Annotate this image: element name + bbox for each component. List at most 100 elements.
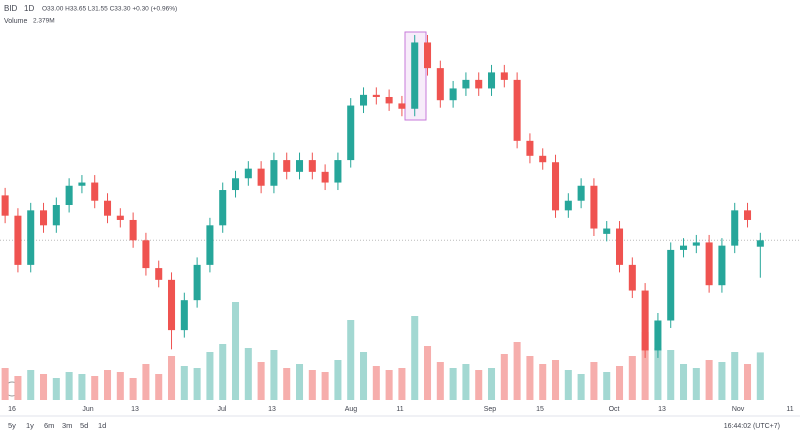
volume-bar <box>731 352 739 400</box>
range-button[interactable]: 6m <box>44 421 54 430</box>
volume-bar <box>27 370 35 400</box>
volume-bar <box>168 356 176 400</box>
candle-body <box>52 205 60 226</box>
candle-body <box>142 240 150 269</box>
x-tick-label: 13 <box>268 406 276 413</box>
candle-body <box>321 171 329 183</box>
range-button[interactable]: 5y <box>8 421 16 430</box>
candle-body <box>14 215 22 265</box>
candle-body <box>65 185 73 205</box>
candle-body <box>564 200 572 211</box>
candle-body <box>449 88 457 101</box>
candle-body <box>296 160 304 172</box>
x-tick-label: Nov <box>732 406 745 413</box>
candle-body <box>641 290 649 351</box>
candle-body <box>731 210 739 246</box>
x-tick-label: 11 <box>786 406 793 413</box>
range-button[interactable]: 5d <box>80 421 88 430</box>
volume-bar <box>14 376 22 400</box>
candle-body <box>628 264 636 291</box>
volume-bar <box>129 378 137 400</box>
x-tick-label: 13 <box>658 406 666 413</box>
candle-body <box>385 96 393 104</box>
volume-bar <box>539 364 547 400</box>
volume-bar <box>488 368 496 400</box>
x-tick-label: 15 <box>536 406 544 413</box>
volume-value: 2.379M <box>33 18 55 25</box>
volume-bar <box>206 352 214 400</box>
x-tick-label: 16 <box>8 406 16 413</box>
candle-body <box>744 210 752 220</box>
volume-bar <box>219 344 227 400</box>
candle-body <box>500 72 508 80</box>
candle-body <box>475 79 483 89</box>
volume-bar <box>296 364 304 400</box>
volume-bar <box>244 348 252 400</box>
candle-body <box>705 242 713 286</box>
range-button[interactable]: 3m <box>62 421 72 430</box>
volume-bar <box>475 370 483 400</box>
candle-body <box>129 219 137 241</box>
volume-bar <box>385 370 393 400</box>
range-button[interactable]: 1d <box>98 421 106 430</box>
candle-body <box>219 190 227 226</box>
volume-bar <box>692 368 700 400</box>
candle-body <box>360 94 368 106</box>
volume-bar <box>680 364 688 400</box>
candle-body <box>590 185 598 229</box>
candle-body <box>692 242 700 246</box>
candle-body <box>347 105 355 161</box>
volume-bar <box>308 370 316 400</box>
volume-bar <box>347 320 355 400</box>
volume-bar <box>424 346 432 400</box>
volume-bar <box>411 316 419 400</box>
candle-body <box>654 320 662 351</box>
candle-body <box>411 42 419 109</box>
candle-body <box>577 185 585 201</box>
candle-body <box>155 268 163 280</box>
volume-bar <box>667 350 675 400</box>
volume-bar <box>513 342 521 400</box>
volume-bar <box>462 364 470 400</box>
volume-bar <box>744 364 752 400</box>
x-tick-label: 11 <box>396 406 403 413</box>
x-tick-label: Jul <box>217 406 226 413</box>
candle-body <box>308 160 316 172</box>
volume-bar <box>65 372 73 400</box>
volume-bar <box>564 370 572 400</box>
volume-bar <box>193 368 201 400</box>
candle-body <box>616 228 624 265</box>
volume-bar <box>603 372 611 400</box>
volume-bar <box>52 378 60 400</box>
volume-bar <box>398 368 406 400</box>
candle-body <box>372 94 380 97</box>
volume-bar <box>104 370 112 400</box>
candle-body <box>603 228 611 234</box>
volume-bar <box>372 366 380 400</box>
candle-body <box>168 279 176 331</box>
x-tick-label: Sep <box>484 406 497 413</box>
interval: 1D <box>24 4 34 13</box>
x-tick-label: Jun <box>82 406 93 413</box>
range-button[interactable]: 1y <box>26 421 34 430</box>
candle-body <box>1 195 9 216</box>
symbol: BID <box>4 4 18 13</box>
candle-body <box>206 225 214 265</box>
volume-bar <box>577 374 585 400</box>
volume-bar <box>142 364 150 400</box>
candle-body <box>552 162 560 211</box>
volume-bar <box>641 332 649 400</box>
volume-bar <box>718 362 726 400</box>
x-tick-label: Aug <box>345 406 358 413</box>
volume-label: Volume <box>4 18 27 25</box>
volume-bar <box>360 352 368 400</box>
volume-bar <box>436 362 444 400</box>
volume-bar <box>232 302 240 400</box>
candle-body <box>513 79 521 141</box>
candle-body <box>78 182 86 186</box>
volume-bar <box>321 372 329 400</box>
candle-body <box>667 249 675 321</box>
volume-bar <box>590 362 598 400</box>
volume-bar <box>705 360 713 400</box>
